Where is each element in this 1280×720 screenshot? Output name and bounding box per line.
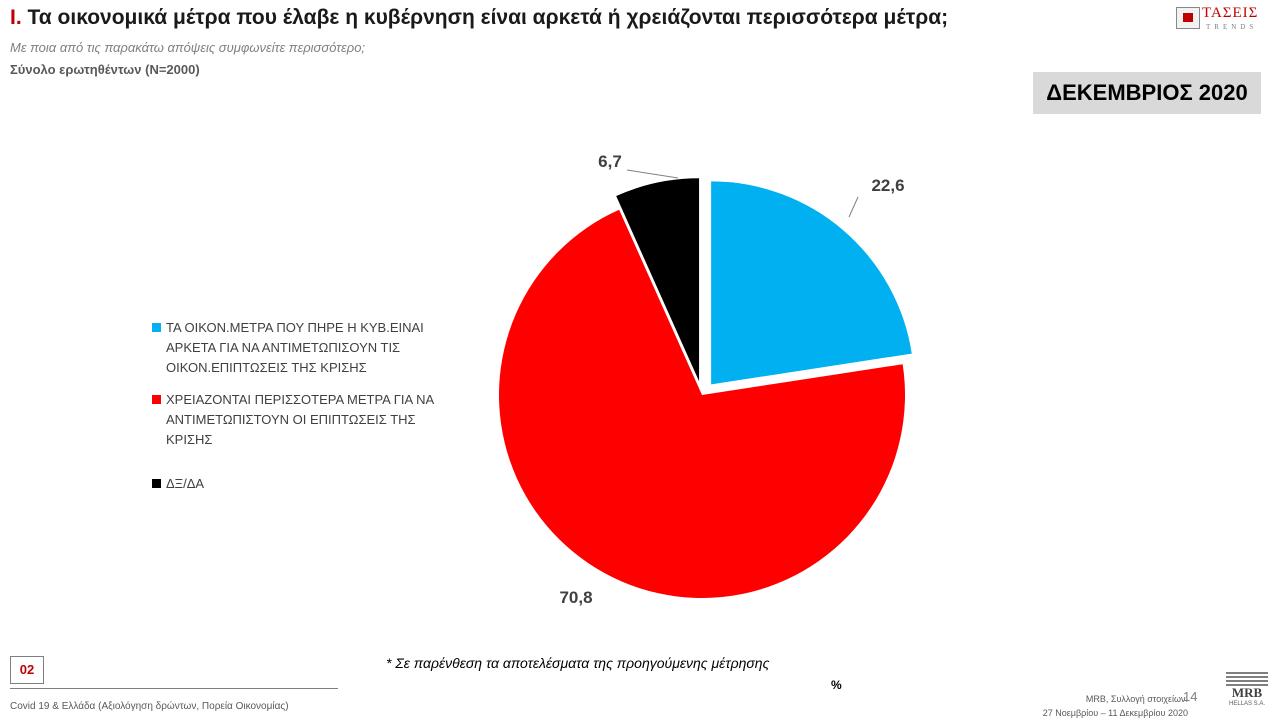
page-number: 14 xyxy=(1183,689,1198,704)
data-label: 6,7 xyxy=(598,152,622,171)
legend-swatch xyxy=(152,479,161,488)
legend-swatch xyxy=(152,323,161,332)
mrb-sub: HELLAS S.A. xyxy=(1228,701,1266,707)
chart-legend: ΤΑ ΟΙΚΟΝ.ΜΕΤΡΑ ΠΟΥ ΠΗΡΕ Η ΚΥΒ.ΕΙΝΑΙ ΑΡΚΕ… xyxy=(152,318,442,506)
data-label: 22,6 xyxy=(871,176,904,195)
mrb-name: MRB xyxy=(1231,685,1263,700)
legend-label: ΧΡΕΙΑΖΟΝΤΑΙ ΠΕΡΙΣΣΟΤΕΡΑ ΜΕΤΡΑ ΓΙΑ ΝΑ ΑΝΤ… xyxy=(166,392,434,447)
pie-slice-more-needed xyxy=(499,209,905,599)
data-label: 70,8 xyxy=(559,588,592,607)
page-code: 02 xyxy=(10,656,44,684)
taseis-trends-logo: ΤΑΣΕΙΣ TRENDS xyxy=(1176,5,1272,31)
pie-slice-enough xyxy=(711,181,912,385)
source-line: MRB, Συλλογή στοιχείων: xyxy=(1085,694,1188,704)
page-subtitle: Με ποια από τις παρακάτω απόψεις συμφωνε… xyxy=(10,40,366,55)
legend-item-enough: ΤΑ ΟΙΚΟΝ.ΜΕΤΡΑ ΠΟΥ ΠΗΡΕ Η ΚΥΒ.ΕΙΝΑΙ ΑΡΚΕ… xyxy=(152,318,442,378)
logo-square-icon xyxy=(1176,7,1200,29)
leader-line xyxy=(626,169,679,179)
legend-item-dk-na: ΔΞ/ΔΑ xyxy=(152,474,442,494)
footer-divider xyxy=(10,688,338,689)
footnote: * Σε παρένθεση τα αποτελέσματα της προηγ… xyxy=(386,655,770,671)
period-badge: ΔΕΚΕΜΒΡΙΟΣ 2020 xyxy=(1033,72,1261,114)
legend-swatch xyxy=(152,395,161,404)
pie-slice-dk-na xyxy=(616,178,700,382)
legend-label: ΔΞ/ΔΑ xyxy=(166,476,205,491)
leader-line xyxy=(848,196,859,218)
logo-sub: TRENDS xyxy=(1206,23,1258,31)
title-number: I. xyxy=(10,6,22,29)
mrb-logo: MRB HELLAS S.A. xyxy=(1226,672,1268,710)
source-info: MRB, Συλλογή στοιχείων: 27 Νοεμβρίου – 1… xyxy=(1040,692,1188,720)
legend-label: ΤΑ ΟΙΚΟΝ.ΜΕΤΡΑ ΠΟΥ ΠΗΡΕ Η ΚΥΒ.ΕΙΝΑΙ ΑΡΚΕ… xyxy=(166,320,424,375)
fieldwork-dates: 27 Νοεμβρίου – 11 Δεκεμβρίου 2020 xyxy=(1042,708,1188,718)
sample-base: Σύνολο ερωτηθέντων (N=2000) xyxy=(10,62,200,77)
mrb-bars-icon xyxy=(1226,672,1268,686)
logo-brand: ΤΑΣΕΙΣ xyxy=(1202,5,1259,21)
survey-title: Covid 19 & Ελλάδα (Αξιολόγηση δρώντων, Π… xyxy=(10,701,289,712)
title-text: Τα οικονομικά μέτρα που έλαβε η κυβέρνησ… xyxy=(27,6,949,29)
page-title: I. Τα οικονομικά μέτρα που έλαβε η κυβέρ… xyxy=(10,6,948,30)
unit-label: % xyxy=(831,678,842,692)
legend-item-more-needed: ΧΡΕΙΑΖΟΝΤΑΙ ΠΕΡΙΣΣΟΤΕΡΑ ΜΕΤΡΑ ΓΙΑ ΝΑ ΑΝΤ… xyxy=(152,390,442,450)
